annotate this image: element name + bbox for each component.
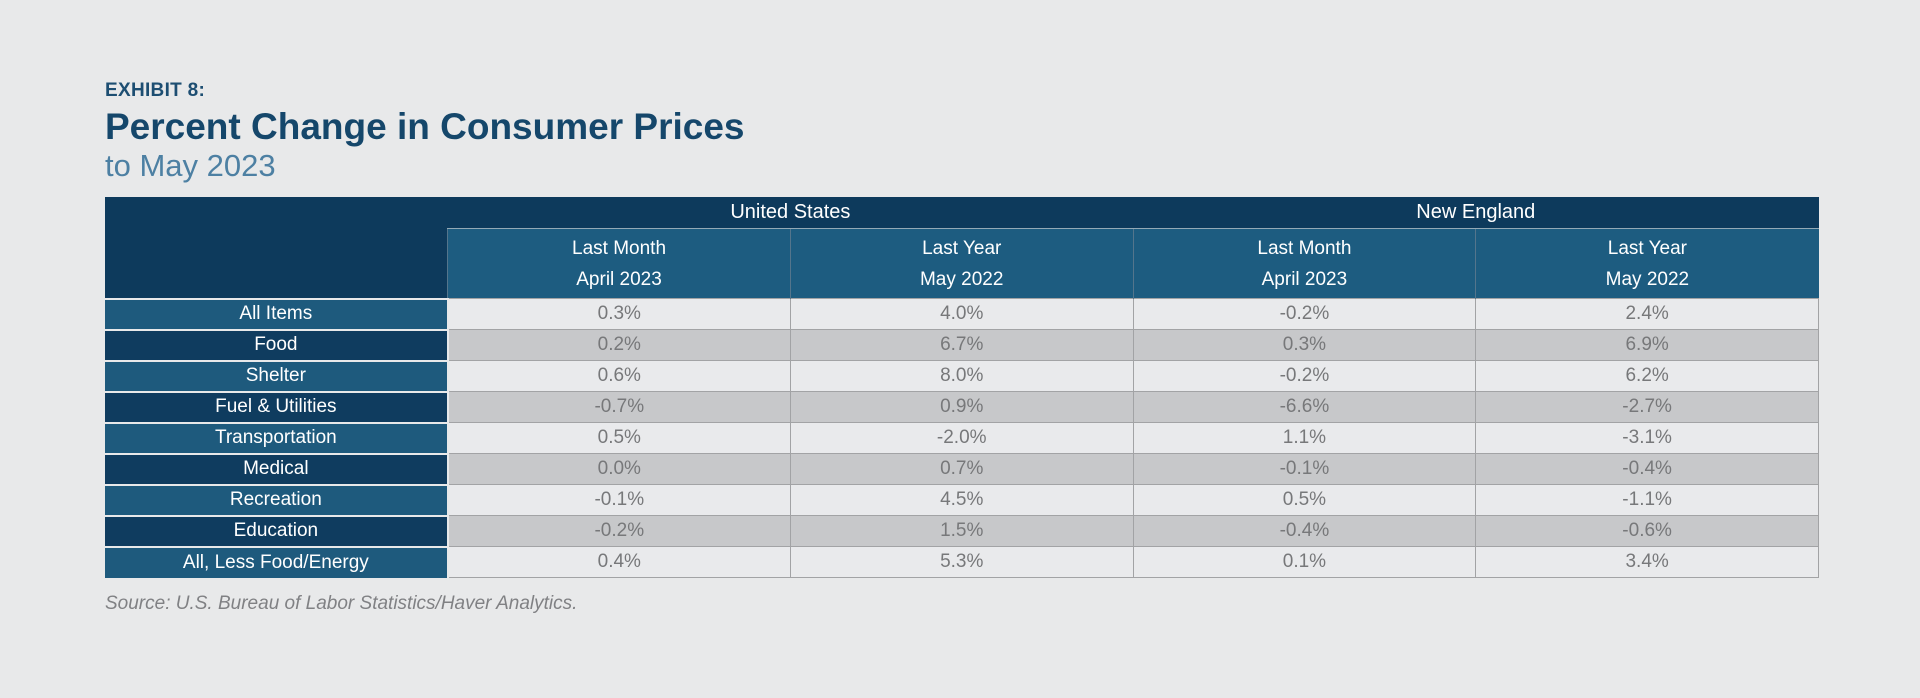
page: EXHIBIT 8: Percent Change in Consumer Pr…: [105, 80, 1819, 615]
row-label: Medical: [105, 452, 449, 485]
data-cell: 0.1%: [1132, 546, 1477, 579]
column-header-3: Last Year May 2022: [1475, 228, 1819, 299]
data-cell: 1.5%: [789, 515, 1134, 548]
data-cell: 0.9%: [789, 391, 1134, 424]
data-cell: 6.2%: [1475, 360, 1819, 393]
data-cell: -0.2%: [1132, 298, 1477, 331]
data-cell: -1.1%: [1475, 484, 1819, 517]
column-header-period: Last Month: [572, 237, 667, 259]
page-subtitle: to May 2023: [105, 148, 276, 184]
title-block: EXHIBIT 8: Percent Change in Consumer Pr…: [105, 80, 1817, 183]
row-label: All, Less Food/Energy: [105, 545, 449, 578]
column-header-period: Last Month: [1257, 237, 1352, 259]
data-cell: -0.4%: [1475, 453, 1819, 486]
table-row: Shelter 0.6% 8.0% -0.2% 6.2%: [105, 359, 1819, 393]
region-header-new-england: New England: [1133, 197, 1819, 229]
data-cell: 0.0%: [447, 453, 791, 486]
data-cell: -0.4%: [1132, 515, 1477, 548]
data-cell: -2.7%: [1475, 391, 1819, 424]
data-cell: -3.1%: [1475, 422, 1819, 455]
data-cell: 0.4%: [447, 546, 791, 579]
data-cell: -0.1%: [1132, 453, 1477, 486]
column-header-row: Last Month April 2023 Last Year May 2022 Las…: [105, 228, 1819, 299]
table-row: All Items 0.3% 4.0% -0.2% 2.4%: [105, 297, 1819, 331]
row-label: All Items: [105, 297, 449, 330]
data-cell: 0.3%: [447, 298, 791, 331]
data-cell: 0.7%: [789, 453, 1134, 486]
consumer-prices-table: United States New England Last Month Apri…: [105, 197, 1819, 579]
row-label: Recreation: [105, 483, 449, 516]
region-header-united-states: United States: [447, 197, 1134, 229]
table-row: Medical 0.0% 0.7% -0.1% -0.4%: [105, 452, 1819, 486]
column-header-date: April 2023: [576, 268, 662, 290]
source-note: Source: U.S. Bureau of Labor Statistics/…: [105, 593, 578, 615]
table-row: All, Less Food/Energy 0.4% 5.3% 0.1% 3.4%: [105, 545, 1819, 579]
column-header-date: April 2023: [1261, 268, 1348, 290]
table-row: Transportation 0.5% -2.0% 1.1% -3.1%: [105, 421, 1819, 455]
column-header-1: Last Year May 2022: [789, 228, 1134, 299]
data-cell: 1.1%: [1132, 422, 1477, 455]
column-header-period: Last Year: [922, 237, 1002, 259]
data-cell: 4.0%: [789, 298, 1134, 331]
column-header-period: Last Year: [1607, 237, 1687, 259]
table-row: Education -0.2% 1.5% -0.4% -0.6%: [105, 514, 1819, 548]
region-header-row: United States New England: [105, 197, 1819, 299]
table-row: Fuel & Utilities -0.7% 0.9% -6.6% -2.7%: [105, 390, 1819, 424]
exhibit-label: EXHIBIT 8:: [105, 80, 206, 101]
column-header-0: Last Month April 2023: [447, 228, 791, 299]
data-cell: 0.5%: [447, 422, 791, 455]
data-cell: 6.7%: [789, 329, 1134, 362]
data-cell: -6.6%: [1132, 391, 1477, 424]
data-cell: 0.6%: [447, 360, 791, 393]
row-label: Shelter: [105, 359, 449, 392]
data-cell: -0.1%: [447, 484, 791, 517]
data-cell: 3.4%: [1475, 546, 1819, 579]
row-label: Education: [105, 514, 449, 547]
data-cell: -0.7%: [447, 391, 791, 424]
page-title: Percent Change in Consumer Prices: [105, 105, 745, 147]
data-cell: 6.9%: [1475, 329, 1819, 362]
data-cell: 0.3%: [1132, 329, 1477, 362]
column-header-date: May 2022: [1605, 268, 1690, 290]
data-cell: 0.5%: [1132, 484, 1477, 517]
data-cell: -2.0%: [789, 422, 1134, 455]
data-cell: -0.6%: [1475, 515, 1819, 548]
data-cell: -0.2%: [447, 515, 791, 548]
column-header-2: Last Month April 2023: [1132, 228, 1476, 299]
data-cell: 0.2%: [447, 329, 791, 362]
data-cell: 8.0%: [789, 360, 1134, 393]
row-label: Fuel & Utilities: [105, 390, 449, 423]
data-cell: 5.3%: [789, 546, 1134, 579]
table-row: Food 0.2% 6.7% 0.3% 6.9%: [105, 328, 1819, 362]
column-header-date: May 2022: [919, 268, 1004, 290]
row-label: Food: [105, 328, 449, 361]
table-row: Recreation -0.1% 4.5% 0.5% -1.1%: [105, 483, 1819, 517]
data-cell: 2.4%: [1475, 298, 1819, 331]
data-cell: 4.5%: [789, 484, 1134, 517]
row-label: Transportation: [105, 421, 449, 454]
data-cell: -0.2%: [1132, 360, 1477, 393]
corner-cell: [105, 197, 448, 299]
